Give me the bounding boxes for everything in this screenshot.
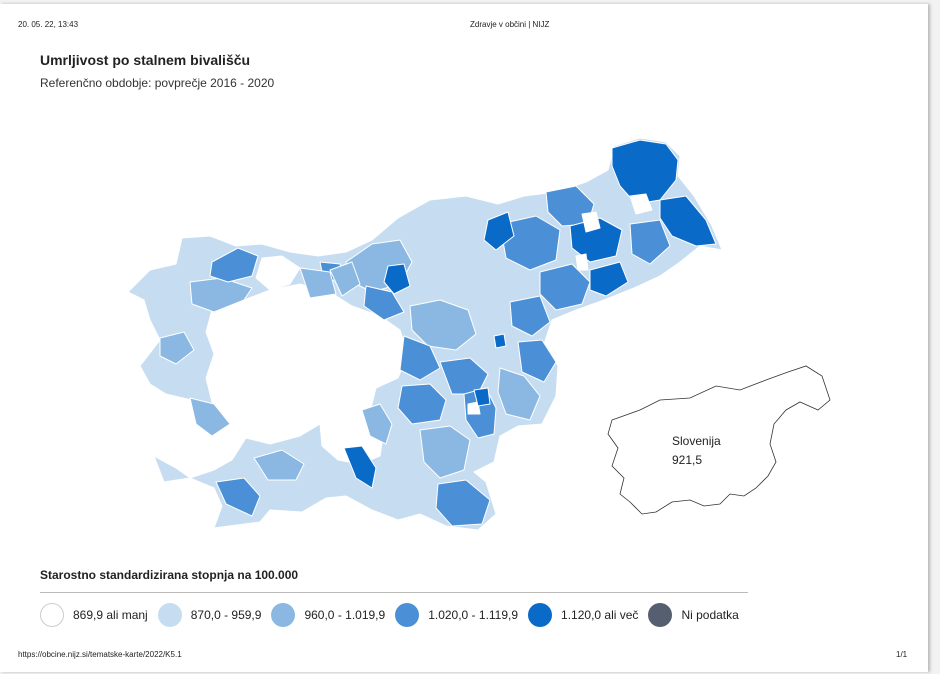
legend-swatch-circle [395, 603, 420, 627]
region-ormoz [589, 261, 629, 297]
region-ruse [483, 211, 515, 251]
region-radgona-white [581, 211, 601, 233]
inset-label: Slovenija 921,5 [672, 432, 721, 470]
region-lendava [659, 195, 717, 247]
region-kranj [299, 267, 337, 299]
legend-title: Starostno standardizirana stopnja na 100… [40, 568, 299, 582]
legend-item-high: 1.020,0 - 1.119,9 [395, 603, 518, 627]
footer-page-number: 1/1 [896, 650, 908, 659]
legend-swatch-circle [528, 603, 553, 627]
print-site-title: Zdravje v občini | NIJZ [470, 20, 550, 29]
region-coast-white [163, 477, 223, 529]
region-beltinci [629, 219, 671, 265]
region-kostanjevica [473, 387, 491, 407]
region-krsko-white [467, 401, 481, 415]
region-goricko-white [629, 193, 653, 215]
region-slovenska-bistrica [509, 295, 551, 337]
legend-label: 869,9 ali manj [73, 608, 148, 622]
region-posavje [397, 383, 447, 425]
legend-label: 960,0 - 1.019,9 [304, 608, 386, 622]
region-gorenjska-white [255, 255, 301, 291]
legend-item-mid: 960,0 - 1.019,9 [271, 603, 385, 627]
region-tolmin [209, 247, 259, 283]
region-murska-sobota [611, 139, 679, 205]
region-maribor [499, 215, 561, 271]
region-lasko [497, 367, 541, 421]
region-velenje [363, 285, 405, 321]
print-date: 20. 05. 22, 13:43 [18, 20, 79, 29]
legend-label: 1.120,0 ali več [561, 608, 639, 622]
region-ilirska-bistrica [253, 449, 305, 481]
map-title: Umrljivost po stalnem bivališču [40, 52, 251, 68]
region-koper [215, 477, 261, 517]
legend-label: Ni podatka [681, 608, 739, 622]
slovenia-inset-outline [607, 365, 831, 515]
legend: 869,9 ali manj 870,0 - 959,9 960,0 - 1.0… [40, 602, 749, 628]
legend-item-highest: 1.120,0 ali več [528, 603, 638, 627]
legend-item-low: 870,0 - 959,9 [157, 603, 262, 627]
legend-item-no-data: Ni podatka [648, 603, 739, 627]
legend-swatch-circle [157, 603, 182, 627]
region-celje-area [409, 299, 477, 351]
legend-swatch-circle [648, 603, 673, 627]
region-ljutomer [569, 217, 623, 263]
legend-label: 870,0 - 959,9 [190, 608, 262, 622]
region-novo-mesto [419, 425, 471, 479]
region-rogaska [517, 339, 557, 383]
region-ravne-dark [383, 263, 411, 295]
region-kamnik [329, 261, 361, 297]
region-sezana [159, 331, 195, 365]
inset-country-value: 921,5 [672, 453, 703, 467]
region-crnomelj [435, 479, 491, 527]
inset-country-name: Slovenija [672, 434, 721, 448]
region-zasavje [439, 357, 489, 395]
legend-divider [40, 592, 748, 593]
region-kocevje-blue [343, 445, 377, 489]
legend-item-lowest: 869,9 ali manj [40, 603, 148, 627]
municipality-regions [127, 137, 723, 531]
region-radenci-white [575, 253, 589, 271]
legend-swatch-circle [40, 603, 64, 627]
region-sentjur-dark [493, 333, 507, 349]
map-subtitle: Referenčno obdobje: povprečje 2016 - 202… [40, 76, 275, 90]
region-savinjska [399, 335, 441, 381]
footer-url: https://obcine.nijz.si/tematske-karte/20… [18, 650, 182, 659]
legend-label: 1.020,0 - 1.119,9 [428, 608, 519, 622]
region-idrija [189, 397, 231, 437]
region-ptuj [539, 263, 591, 311]
legend-swatch-circle [271, 603, 296, 627]
region-ribnica [361, 403, 393, 445]
